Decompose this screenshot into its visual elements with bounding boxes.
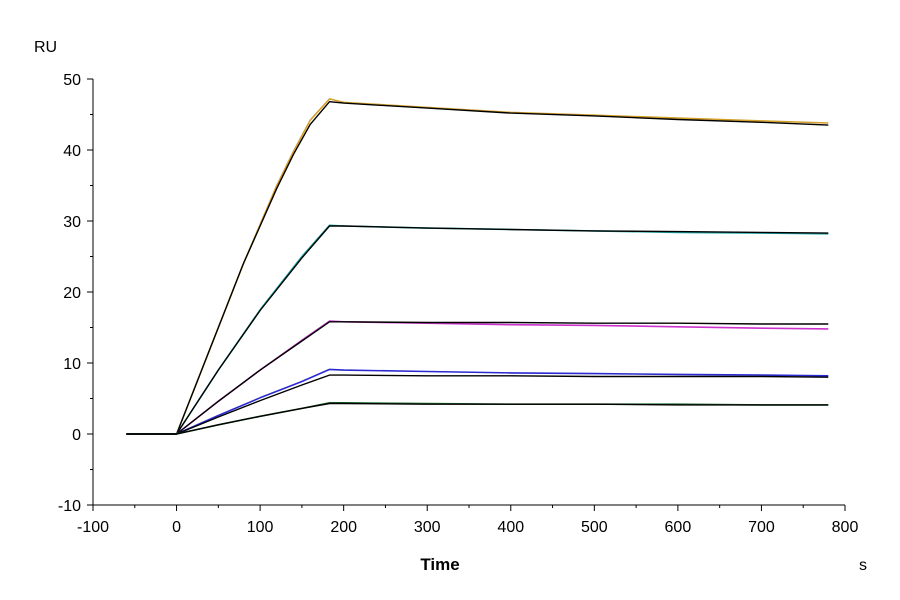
measured-curve-0 — [126, 98, 829, 435]
x-tick-label: 400 — [497, 519, 524, 536]
y-tick-label: 10 — [63, 356, 81, 373]
x-tick-label: -100 — [77, 519, 109, 536]
x-tick-label: 200 — [330, 519, 357, 536]
y-tick-label: -10 — [58, 498, 81, 515]
fit-curve-5 — [126, 321, 829, 435]
x-tick-label: 600 — [665, 519, 692, 536]
fit-curve-3 — [126, 225, 829, 435]
fit-curve-7 — [126, 374, 829, 435]
fit-curve-1 — [126, 100, 829, 435]
x-tick-label: 700 — [748, 519, 775, 536]
x-tick-label: 500 — [581, 519, 608, 536]
x-tick-label: 0 — [172, 519, 181, 536]
y-tick-label: 20 — [63, 285, 81, 302]
measured-curve-8 — [126, 401, 829, 435]
x-axis-label: Time — [420, 555, 459, 574]
y-tick-label: 30 — [63, 214, 81, 231]
x-tick-label: 300 — [414, 519, 441, 536]
y-axis-label: RU — [34, 39, 57, 56]
measured-curve-2 — [126, 224, 829, 435]
measured-curve-6 — [126, 368, 829, 435]
x-axis-unit-label: s — [859, 557, 867, 574]
measured-curve-4 — [126, 320, 829, 435]
x-tick-label: 100 — [247, 519, 274, 536]
y-tick-label: 0 — [72, 427, 81, 444]
y-tick-label: 50 — [63, 72, 81, 89]
fit-curve-9 — [126, 402, 829, 435]
series-layer — [126, 98, 829, 435]
x-tick-label: 800 — [832, 519, 859, 536]
y-tick-label: 40 — [63, 143, 81, 160]
